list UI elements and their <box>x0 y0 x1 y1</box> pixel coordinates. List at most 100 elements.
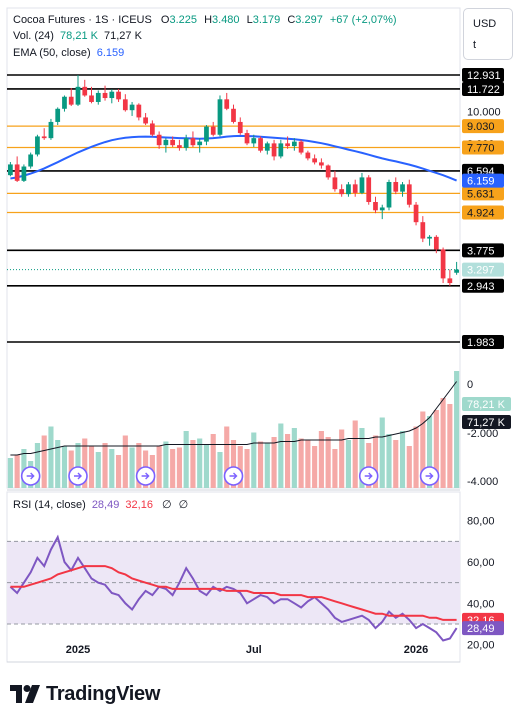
candle-body[interactable] <box>217 99 223 135</box>
candle-body[interactable] <box>204 126 209 142</box>
candle-body[interactable] <box>454 269 459 273</box>
candle-body[interactable] <box>102 92 108 99</box>
rsi-label: RSI (14, close) <box>13 499 86 511</box>
candle-body[interactable] <box>251 138 257 144</box>
candle-body[interactable] <box>163 139 169 146</box>
price-level-label: 1.983 <box>467 337 495 349</box>
instrument-name: Cocoa Futures <box>13 14 86 26</box>
candle-body[interactable] <box>258 138 263 151</box>
rsi-legend[interactable]: RSI (14, close) 28,49 32,16 ∅ ∅ <box>13 498 188 512</box>
candle-body[interactable] <box>82 86 88 96</box>
candle-body[interactable] <box>210 126 216 135</box>
currency-unit-selector[interactable]: USD t <box>463 8 513 60</box>
event-marker-arrow-icon <box>364 472 373 480</box>
volume-bar <box>244 449 250 488</box>
candle-body[interactable] <box>109 91 115 99</box>
candle-body[interactable] <box>244 133 250 144</box>
volume-bar <box>109 449 115 488</box>
candle-body[interactable] <box>406 184 412 205</box>
candle-body[interactable] <box>298 141 304 153</box>
candle-body[interactable] <box>379 207 385 211</box>
volume-bar <box>440 398 446 488</box>
instrument-interval: 1S <box>94 14 109 26</box>
candle-body[interactable] <box>440 249 446 279</box>
candle-body[interactable] <box>278 143 284 157</box>
candle-body[interactable] <box>339 189 345 195</box>
rsi-axis-label: 60,00 <box>467 557 495 569</box>
candle-body[interactable] <box>400 184 405 192</box>
price-level-tag <box>462 186 504 201</box>
candle-body[interactable] <box>346 184 351 195</box>
volume-legend[interactable]: Vol. (24) 78,21 K 71,27 K <box>13 29 142 43</box>
candle-body[interactable] <box>231 108 236 122</box>
rsi-ma-value: 32,16 <box>125 499 153 511</box>
currency-code: USD <box>473 18 497 30</box>
candle-body[interactable] <box>62 96 67 109</box>
candle-body[interactable] <box>312 158 318 163</box>
volume-value-label: 78,21 K <box>467 399 506 411</box>
candle-body[interactable] <box>89 95 94 102</box>
candle-body[interactable] <box>420 222 426 239</box>
candle-body[interactable] <box>305 152 311 159</box>
candle-body[interactable] <box>129 104 135 111</box>
candle-body[interactable] <box>183 138 189 148</box>
volume-bar <box>413 426 419 488</box>
candle-body[interactable] <box>271 143 277 157</box>
candle-body[interactable] <box>373 202 378 211</box>
candle-body[interactable] <box>21 166 27 181</box>
volume-bar <box>379 417 385 488</box>
candle-body[interactable] <box>319 162 324 166</box>
candle-body[interactable] <box>156 134 162 146</box>
candle-body[interactable] <box>95 92 101 102</box>
volume-bar <box>366 443 372 488</box>
candle-body[interactable] <box>237 121 243 134</box>
candle-body[interactable] <box>386 181 392 208</box>
candle-body[interactable] <box>366 177 372 203</box>
volume-bar <box>170 449 176 488</box>
candle-body[interactable] <box>122 99 128 111</box>
candle-body[interactable] <box>143 117 148 124</box>
candle-body[interactable] <box>41 136 47 139</box>
candle-body[interactable] <box>75 86 81 105</box>
price-level-tag <box>462 205 504 220</box>
candle-body[interactable] <box>413 204 419 223</box>
candle-body[interactable] <box>116 91 121 100</box>
candle-body[interactable] <box>224 99 230 109</box>
candle-body[interactable] <box>433 236 439 250</box>
candle-body[interactable] <box>332 177 338 190</box>
candle-body[interactable] <box>28 154 34 167</box>
candle-body[interactable] <box>14 164 20 181</box>
candle-body[interactable] <box>35 136 40 155</box>
candle-body[interactable] <box>285 143 290 147</box>
low-value: 3.179 <box>252 14 281 26</box>
candle-body[interactable] <box>149 123 155 135</box>
volume-bar <box>102 443 108 488</box>
candle-body[interactable] <box>352 184 358 193</box>
rsi-value-label: 28,49 <box>467 623 495 635</box>
candle-body[interactable] <box>197 141 203 146</box>
volume-bar <box>372 435 379 488</box>
candle-body[interactable] <box>291 141 297 147</box>
candle-body[interactable] <box>264 143 270 151</box>
price-level-tag <box>462 278 504 293</box>
candle-body[interactable] <box>55 108 61 122</box>
candle-body[interactable] <box>177 145 182 148</box>
candle-body[interactable] <box>48 121 54 139</box>
candle-body[interactable] <box>393 181 399 192</box>
volume-bar <box>318 431 324 488</box>
ema-legend[interactable]: EMA (50, close) 6.159 <box>13 46 124 60</box>
tradingview-logo[interactable]: TradingView <box>10 683 160 705</box>
candle-body[interactable] <box>325 165 331 178</box>
candle-body[interactable] <box>190 138 196 146</box>
volume-bar <box>183 431 189 488</box>
candle-body[interactable] <box>8 164 13 176</box>
candle-body[interactable] <box>427 236 432 239</box>
candle-body[interactable] <box>359 177 365 193</box>
candle-body[interactable] <box>447 278 453 284</box>
candle-body[interactable] <box>136 104 142 118</box>
volume-bar <box>197 438 203 488</box>
candle-body[interactable] <box>170 139 176 146</box>
volume-bar <box>156 446 162 488</box>
candle-body[interactable] <box>68 96 74 105</box>
